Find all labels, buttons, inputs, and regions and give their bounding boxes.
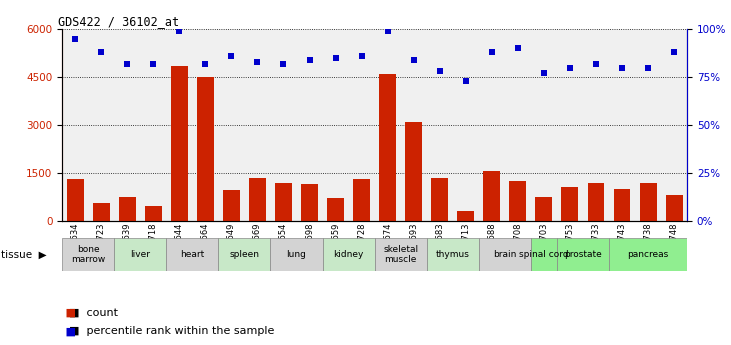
Point <box>512 46 523 51</box>
Bar <box>145 206 162 221</box>
Bar <box>114 238 167 271</box>
Bar <box>609 238 687 271</box>
Bar <box>353 179 370 221</box>
Text: prostate: prostate <box>564 250 602 259</box>
Point <box>590 61 602 67</box>
Bar <box>640 183 656 221</box>
Text: heart: heart <box>181 250 205 259</box>
Bar <box>118 197 136 221</box>
Bar <box>379 74 396 221</box>
Text: lung: lung <box>287 250 306 259</box>
Bar <box>171 66 188 221</box>
Text: ■  percentile rank within the sample: ■ percentile rank within the sample <box>62 326 275 336</box>
Point <box>460 78 471 84</box>
Text: pancreas: pancreas <box>627 250 669 259</box>
Bar <box>249 178 266 221</box>
Point <box>564 65 576 70</box>
Point <box>538 71 550 76</box>
Text: brain: brain <box>493 250 517 259</box>
Point <box>278 61 289 67</box>
Text: ■: ■ <box>62 307 76 317</box>
Bar <box>374 238 427 271</box>
Bar <box>275 183 292 221</box>
Text: spleen: spleen <box>230 250 260 259</box>
Bar <box>167 238 219 271</box>
Point <box>434 69 446 74</box>
Point <box>121 61 133 67</box>
Point <box>382 29 393 34</box>
Bar <box>322 238 374 271</box>
Text: GDS422 / 36102_at: GDS422 / 36102_at <box>58 16 180 29</box>
Point <box>69 36 81 42</box>
Point <box>668 50 680 55</box>
Point <box>303 57 315 63</box>
Text: thymus: thymus <box>436 250 470 259</box>
Bar <box>427 238 479 271</box>
Bar <box>588 183 605 221</box>
Point <box>251 59 263 65</box>
Point <box>226 53 238 59</box>
Bar <box>431 178 448 221</box>
Bar <box>405 122 423 221</box>
Bar <box>479 238 531 271</box>
Point <box>408 57 420 63</box>
Point <box>200 61 211 67</box>
Point <box>95 50 107 55</box>
Point <box>616 65 628 70</box>
Text: skeletal
muscle: skeletal muscle <box>383 245 418 264</box>
Bar <box>613 189 631 221</box>
Text: liver: liver <box>130 250 151 259</box>
Point <box>148 61 159 67</box>
Point <box>486 50 498 55</box>
Bar <box>458 211 474 221</box>
Bar <box>561 187 578 221</box>
Bar <box>62 238 114 271</box>
Bar <box>270 238 322 271</box>
Point <box>173 29 185 34</box>
Bar <box>510 181 526 221</box>
Text: kidney: kidney <box>333 250 364 259</box>
Text: ■: ■ <box>62 326 76 336</box>
Bar <box>223 190 240 221</box>
Text: spinal cord: spinal cord <box>519 250 569 259</box>
Bar <box>666 195 683 221</box>
Bar <box>301 184 318 221</box>
Bar <box>219 238 270 271</box>
Bar <box>531 238 557 271</box>
Point <box>330 55 341 61</box>
Point <box>643 65 654 70</box>
Bar <box>327 198 344 221</box>
Text: ■  count: ■ count <box>62 307 118 317</box>
Bar <box>93 203 110 221</box>
Text: bone
marrow: bone marrow <box>71 245 105 264</box>
Bar <box>483 171 500 221</box>
Bar <box>197 77 214 221</box>
Point <box>356 53 368 59</box>
Bar <box>557 238 609 271</box>
Text: tissue  ▶: tissue ▶ <box>1 249 47 259</box>
Bar <box>535 197 553 221</box>
Bar <box>67 179 83 221</box>
